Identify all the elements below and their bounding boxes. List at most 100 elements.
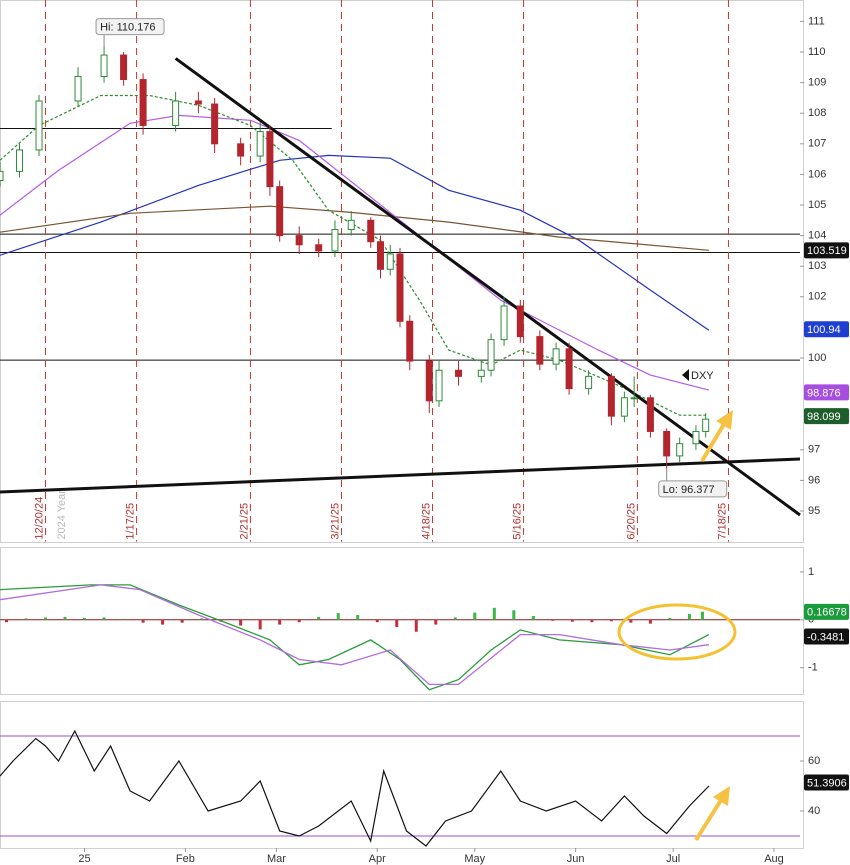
event-label: 12/20/24 <box>33 497 45 540</box>
y-tick-label: 109 <box>808 77 826 89</box>
candle-body <box>0 170 4 182</box>
candle-body <box>16 149 24 172</box>
price-label-box <box>804 628 849 645</box>
candle-body <box>347 219 355 230</box>
candle-body <box>646 397 654 432</box>
y-tick-label: 100 <box>808 352 826 364</box>
candle-body <box>266 131 274 188</box>
histogram-bar <box>200 618 204 620</box>
event-label: 5/16/25 <box>511 503 523 540</box>
arrow-head <box>713 786 730 806</box>
candle-body <box>477 369 485 377</box>
moving-average <box>0 154 710 331</box>
candle-body <box>256 131 264 157</box>
high-box <box>95 18 165 36</box>
histogram-bar <box>278 619 282 625</box>
y-tick-label: 40 <box>808 805 820 817</box>
price-label: 0.16678 <box>807 607 847 619</box>
event-label: 7/18/25 <box>716 503 728 540</box>
arrow <box>694 798 723 842</box>
histogram-bar <box>102 617 106 620</box>
y-tick-label: 96 <box>808 474 820 486</box>
histogram-bar <box>161 619 165 625</box>
candle-body <box>585 375 593 390</box>
x-tick-label: Jun <box>567 853 585 865</box>
histogram-bar <box>395 619 399 627</box>
x-tick-label: 25 <box>78 853 90 865</box>
x-tick-label: Mar <box>267 853 286 865</box>
histogram-bar <box>531 615 535 620</box>
high-label: Hi: 110.176 <box>100 22 155 34</box>
low-label: Lo: 96.377 <box>663 484 715 496</box>
symbol-label: DXY <box>691 370 714 382</box>
histogram-bar <box>141 619 145 623</box>
y-tick-label: 102 <box>808 291 826 303</box>
price-label: 98.876 <box>807 387 841 399</box>
histogram-bar <box>551 619 555 621</box>
histogram-bar <box>180 619 184 623</box>
price-label: -0.3481 <box>807 631 844 643</box>
candle-body <box>425 360 433 402</box>
candle-body <box>620 397 628 417</box>
y-tick-label: 110 <box>808 46 826 58</box>
histogram-bar <box>24 618 28 620</box>
price-label-box <box>804 408 849 425</box>
candle-body <box>315 244 323 252</box>
candle-body <box>487 339 495 371</box>
candle-body <box>331 228 339 252</box>
y-tick-label: 103 <box>808 260 826 272</box>
y-tick-label: 95 <box>808 505 820 517</box>
candle-body <box>386 253 394 270</box>
rsi-line <box>0 729 710 847</box>
histogram-bar <box>590 619 594 623</box>
candle-body <box>702 418 710 432</box>
candle-body <box>367 219 375 243</box>
histogram-bar <box>668 617 672 620</box>
event-label: 3/21/25 <box>329 503 341 540</box>
price-label-box <box>804 321 849 338</box>
histogram-bar <box>473 612 477 620</box>
candle-body <box>211 103 219 145</box>
candle-body <box>536 336 544 365</box>
histogram-bar <box>492 607 496 620</box>
candle-body <box>295 235 303 246</box>
candle-body <box>630 397 638 400</box>
x-tick-label: Aug <box>764 853 784 865</box>
symbol-marker <box>682 369 689 381</box>
histogram-bar <box>687 614 691 620</box>
candle-body <box>139 79 147 126</box>
candle-body <box>692 430 700 445</box>
histogram-bar <box>434 619 438 625</box>
low-box <box>658 480 728 498</box>
histogram-bar <box>336 613 340 620</box>
histogram-bar <box>317 616 321 620</box>
y-tick-label: 111 <box>808 15 825 27</box>
event-label: 4/18/25 <box>420 503 432 540</box>
price-label-box <box>804 774 849 791</box>
candle-body <box>237 143 245 157</box>
price-label-box <box>804 384 849 401</box>
histogram-bar <box>297 619 301 623</box>
event-label: 2/21/25 <box>238 503 250 540</box>
histogram-bar <box>570 619 574 622</box>
candle-body <box>676 443 684 457</box>
y-tick-label: 1 <box>808 566 814 578</box>
y-tick-label: 97 <box>808 444 820 456</box>
histogram-bar <box>63 616 67 620</box>
macd-line <box>0 584 709 686</box>
arrow-head <box>716 410 733 430</box>
candle-body <box>396 253 404 322</box>
price-label-box <box>804 603 849 620</box>
histogram-bar <box>414 619 418 632</box>
event-label: 1/17/25 <box>124 503 136 540</box>
price-label: 51.3906 <box>807 777 847 789</box>
histogram-bar <box>83 617 87 620</box>
price-label: 103.519 <box>807 245 847 257</box>
candle-body <box>376 241 384 270</box>
candle-body <box>120 54 128 81</box>
histogram-bar <box>122 618 126 620</box>
